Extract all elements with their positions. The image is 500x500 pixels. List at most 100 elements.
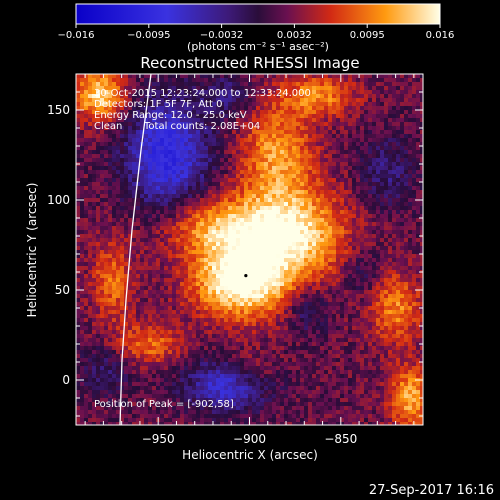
heatmap-cell <box>256 290 261 295</box>
heatmap-cell <box>76 166 81 171</box>
heatmap-cell <box>224 230 229 235</box>
heatmap-cell <box>408 138 413 143</box>
heatmap-cell <box>108 110 113 115</box>
heatmap-cell <box>192 86 197 91</box>
heatmap-cell <box>324 74 329 79</box>
heatmap-cell <box>104 266 109 271</box>
heatmap-cell <box>356 162 361 167</box>
heatmap-cell <box>208 190 213 195</box>
heatmap-cell <box>168 154 173 159</box>
heatmap-cell <box>164 246 169 251</box>
heatmap-cell <box>276 194 281 199</box>
heatmap-cell <box>332 94 337 99</box>
heatmap-cell <box>344 258 349 263</box>
heatmap-cell <box>376 150 381 155</box>
heatmap-cell <box>144 102 149 107</box>
heatmap-cell <box>300 266 305 271</box>
heatmap-cell <box>288 86 293 91</box>
heatmap-cell <box>96 166 101 171</box>
heatmap-cell <box>164 206 169 211</box>
heatmap-cell <box>128 118 133 123</box>
heatmap-cell <box>136 238 141 243</box>
heatmap-cell <box>384 286 389 291</box>
heatmap-cell <box>368 134 373 139</box>
heatmap-cell <box>232 186 237 191</box>
heatmap-cell <box>148 174 153 179</box>
heatmap-cell <box>252 150 257 155</box>
heatmap-cell <box>176 74 181 79</box>
heatmap-cell <box>312 182 317 187</box>
heatmap-cell <box>332 218 337 223</box>
heatmap-cell <box>416 102 421 107</box>
heatmap-cell <box>356 270 361 275</box>
heatmap-cell <box>344 174 349 179</box>
heatmap-cell <box>84 102 89 107</box>
heatmap-cell <box>164 118 169 123</box>
heatmap-cell <box>108 194 113 199</box>
heatmap-cell <box>168 122 173 127</box>
heatmap-cell <box>156 210 161 215</box>
heatmap-cell <box>76 250 81 255</box>
heatmap-cell <box>284 238 289 243</box>
heatmap-cell <box>276 218 281 223</box>
heatmap-cell <box>200 110 205 115</box>
heatmap-cell <box>296 182 301 187</box>
heatmap-cell <box>196 274 201 279</box>
heatmap-cell <box>220 154 225 159</box>
heatmap-cell <box>180 294 185 299</box>
heatmap-cell <box>96 278 101 283</box>
heatmap-cell <box>404 230 409 235</box>
heatmap-cell <box>388 154 393 159</box>
heatmap-cell <box>132 98 137 103</box>
heatmap-cell <box>216 94 221 99</box>
heatmap-cell <box>404 94 409 99</box>
heatmap-cell <box>300 74 305 79</box>
heatmap-cell <box>196 202 201 207</box>
heatmap-cell <box>160 230 165 235</box>
heatmap-cell <box>148 234 153 239</box>
heatmap-cell <box>252 126 257 131</box>
heatmap-cell <box>160 98 165 103</box>
heatmap-cell <box>288 258 293 263</box>
heatmap-cell <box>372 138 377 143</box>
heatmap-cell <box>132 226 137 231</box>
heatmap-cell <box>212 230 217 235</box>
heatmap-cell <box>184 274 189 279</box>
heatmap-cell <box>164 258 169 263</box>
heatmap-cell <box>152 82 157 87</box>
heatmap-cell <box>172 94 177 99</box>
heatmap-cell <box>80 218 85 223</box>
heatmap-cell <box>168 258 173 263</box>
heatmap-cell <box>376 266 381 271</box>
heatmap-cell <box>304 94 309 99</box>
heatmap-cell <box>324 222 329 227</box>
heatmap-cell <box>256 170 261 175</box>
heatmap-cell <box>172 142 177 147</box>
heatmap-cell <box>200 102 205 107</box>
heatmap-cell <box>340 150 345 155</box>
heatmap-cell <box>152 118 157 123</box>
heatmap-cell <box>188 150 193 155</box>
heatmap-cell <box>372 194 377 199</box>
heatmap-cell <box>140 302 145 307</box>
heatmap-cell <box>260 230 265 235</box>
heatmap-cell <box>260 86 265 91</box>
heatmap-cell <box>256 166 261 171</box>
heatmap-cell <box>340 114 345 119</box>
heatmap-cell <box>300 282 305 287</box>
heatmap-cell <box>380 202 385 207</box>
heatmap-cell <box>320 166 325 171</box>
heatmap-cell <box>232 298 237 303</box>
heatmap-cell <box>220 82 225 87</box>
heatmap-cell <box>372 206 377 211</box>
heatmap-cell <box>208 214 213 219</box>
heatmap-cell <box>120 198 125 203</box>
heatmap-cell <box>284 254 289 259</box>
heatmap-cell <box>280 86 285 91</box>
heatmap-cell <box>124 94 129 99</box>
heatmap-cell <box>240 274 245 279</box>
heatmap-cell <box>232 194 237 199</box>
heatmap-cell <box>352 170 357 175</box>
heatmap-cell <box>176 286 181 291</box>
